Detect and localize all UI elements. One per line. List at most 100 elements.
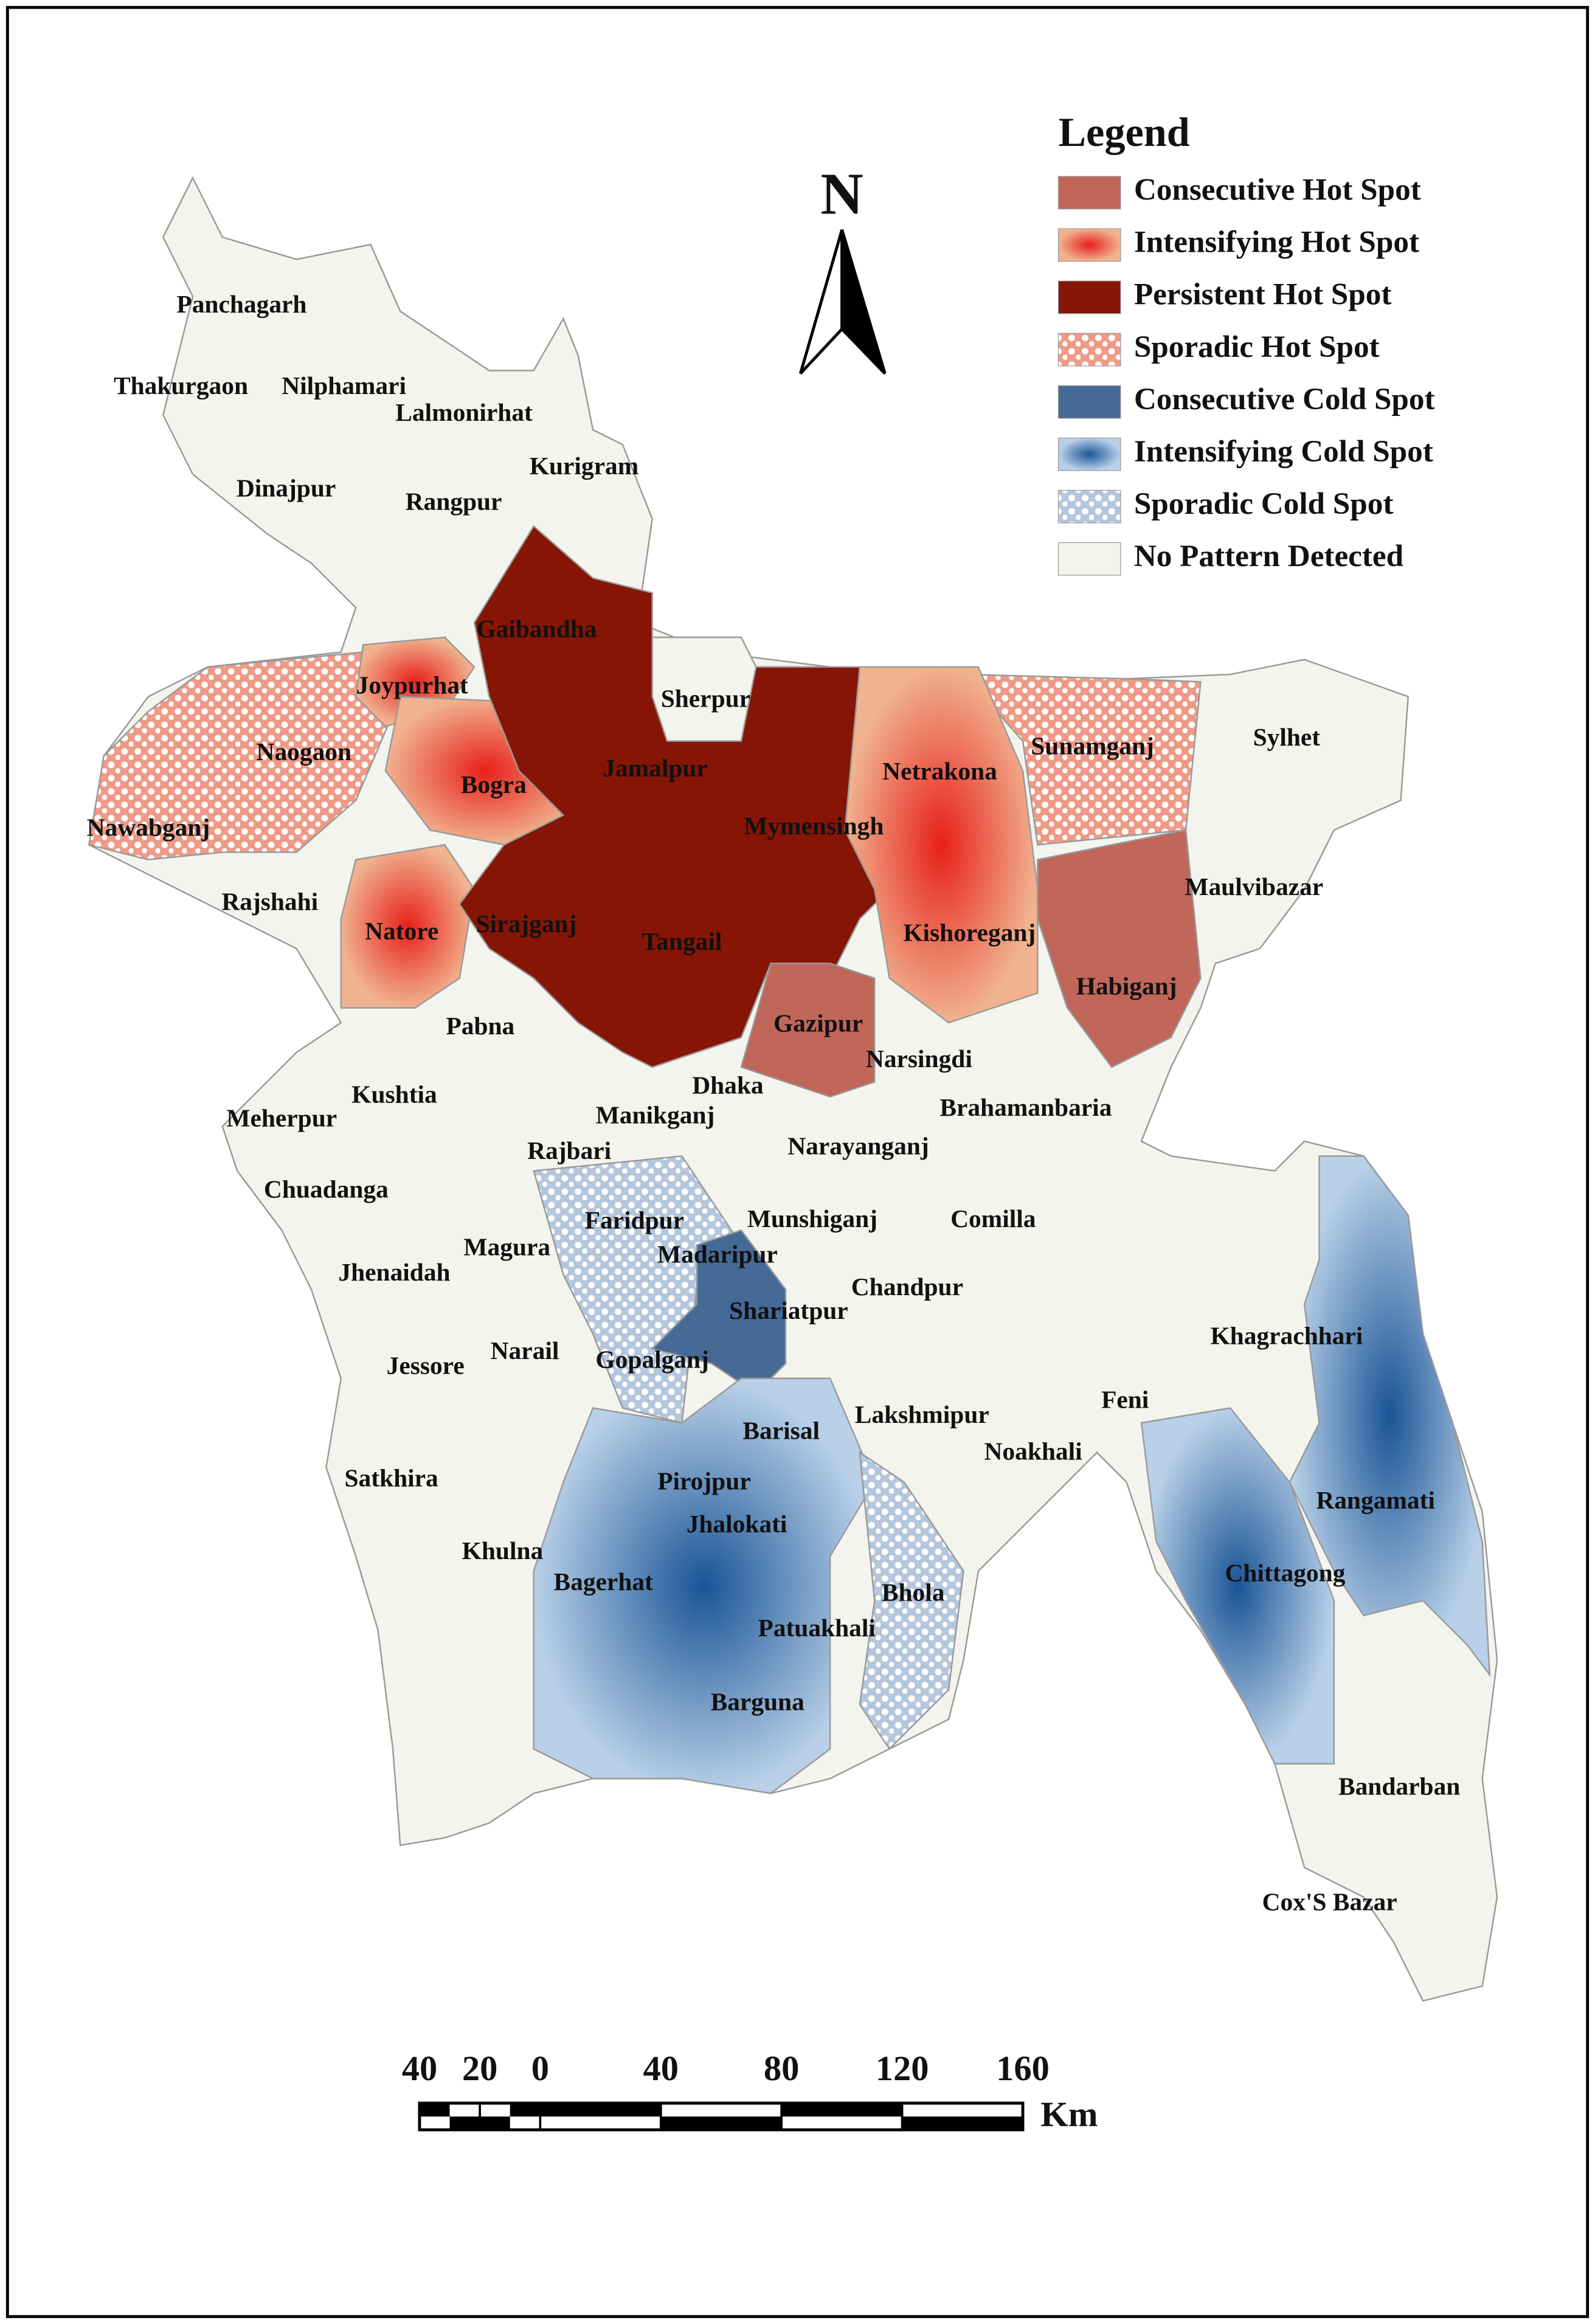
district-label: Narail bbox=[491, 1337, 559, 1364]
scale-label: 80 bbox=[764, 2049, 800, 2088]
legend-label: Consecutive Cold Spot bbox=[1134, 382, 1435, 417]
district-label: Lakshmipur bbox=[855, 1400, 989, 1428]
district-label: Brahamanbaria bbox=[939, 1093, 1112, 1121]
legend-swatch bbox=[1057, 489, 1121, 524]
district-label: Maulvibazar bbox=[1185, 873, 1323, 901]
district-label: Habiganj bbox=[1076, 972, 1177, 1000]
scale-segment bbox=[902, 2116, 1023, 2130]
district-label: Patuakhali bbox=[758, 1614, 876, 1642]
district-label: Jhalokati bbox=[687, 1510, 787, 1538]
region bbox=[533, 1377, 876, 1794]
district-label: Kurigram bbox=[530, 452, 638, 480]
scale-segment bbox=[781, 2103, 902, 2117]
scale-segment bbox=[540, 2103, 661, 2117]
district-label: Jamalpur bbox=[603, 754, 708, 782]
region bbox=[1140, 1407, 1335, 1765]
region bbox=[1289, 1155, 1491, 1678]
district-label: Munshiganj bbox=[747, 1205, 877, 1233]
legend-label: Sporadic Cold Spot bbox=[1134, 486, 1394, 521]
district-label: Rajshahi bbox=[221, 887, 318, 915]
district-label: Mymensingh bbox=[744, 812, 884, 840]
district-label: Natore bbox=[365, 917, 438, 945]
frame bbox=[5, 5, 1590, 2319]
district-label: Nilphamari bbox=[282, 372, 406, 399]
district-label: Naogaon bbox=[257, 738, 352, 766]
district-label: Barisal bbox=[742, 1417, 820, 1445]
district-label: Satkhira bbox=[345, 1464, 439, 1492]
region bbox=[859, 1451, 964, 1751]
district-label: Netrakona bbox=[882, 757, 997, 785]
district-label: Narsingdi bbox=[866, 1045, 972, 1073]
district-label: Thakurgaon bbox=[114, 372, 248, 399]
district-label: Cox'S Bazar bbox=[1262, 1888, 1397, 1916]
legend-title: Legend bbox=[1059, 109, 1190, 155]
district-label: Rangamati bbox=[1316, 1486, 1435, 1514]
legend-label: Sporadic Hot Spot bbox=[1134, 330, 1380, 364]
district-label: Feni bbox=[1101, 1385, 1149, 1413]
north-label: N bbox=[820, 161, 863, 227]
legend-label: Persistent Hot Spot bbox=[1134, 277, 1392, 312]
district-label: Tangail bbox=[642, 927, 722, 955]
legend-label: Consecutive Hot Spot bbox=[1134, 173, 1421, 207]
legend-swatch bbox=[1057, 437, 1121, 471]
district-label: Chittagong bbox=[1225, 1559, 1345, 1587]
scale-label: 40 bbox=[643, 2049, 679, 2088]
district-label: Lalmonirhat bbox=[395, 398, 533, 426]
district-label: Gopalganj bbox=[595, 1346, 708, 1374]
legend-swatch bbox=[1057, 228, 1121, 262]
district-label: Chandpur bbox=[851, 1273, 963, 1301]
district-label: Khagrachhari bbox=[1210, 1322, 1363, 1350]
district-label: Sylhet bbox=[1253, 723, 1321, 751]
legend-swatch bbox=[1057, 280, 1121, 314]
legend-swatch bbox=[1057, 176, 1121, 210]
scale-segment bbox=[480, 2116, 510, 2130]
legend-swatch bbox=[1057, 385, 1121, 419]
district-label: Dhaka bbox=[692, 1071, 764, 1099]
district-label: Gaibandha bbox=[476, 615, 597, 643]
scale-label: 0 bbox=[531, 2049, 549, 2088]
scale-label: 40 bbox=[402, 2049, 438, 2088]
district-label: Sirajganj bbox=[476, 910, 577, 938]
district-label: Bogra bbox=[461, 770, 527, 798]
district-label: Madaripur bbox=[657, 1240, 778, 1268]
region bbox=[1037, 829, 1202, 1068]
district-label: Jhenaidah bbox=[338, 1258, 450, 1286]
district-label: Panchagarh bbox=[176, 290, 306, 318]
region bbox=[740, 963, 876, 1098]
north-arrow bbox=[799, 229, 844, 375]
district-label: Bhola bbox=[882, 1578, 945, 1606]
scale-label: 20 bbox=[462, 2049, 498, 2088]
legend-swatch bbox=[1057, 542, 1121, 576]
district-label: Nawabganj bbox=[87, 814, 210, 842]
district-label: Barguna bbox=[711, 1688, 805, 1716]
district-label: Rajbari bbox=[527, 1136, 611, 1164]
district-label: Joypurhat bbox=[356, 671, 468, 699]
district-label: Dinajpur bbox=[237, 474, 336, 502]
region bbox=[844, 666, 1039, 1024]
scale-label: 160 bbox=[996, 2049, 1050, 2088]
district-label: Meherpur bbox=[226, 1104, 337, 1132]
legend-label: No Pattern Detected bbox=[1134, 539, 1403, 573]
region bbox=[340, 844, 476, 1009]
district-label: Sherpur bbox=[661, 684, 750, 712]
district-label: Narayanganj bbox=[787, 1132, 929, 1160]
district-label: Pabna bbox=[446, 1012, 514, 1040]
district-label: Comilla bbox=[950, 1205, 1036, 1233]
district-label: Noakhali bbox=[984, 1437, 1082, 1465]
district-label: Rangpur bbox=[406, 487, 502, 515]
district-label: Kishoreganj bbox=[903, 919, 1036, 947]
scale-segment bbox=[449, 2116, 480, 2130]
district-label: Khulna bbox=[462, 1537, 544, 1565]
region bbox=[651, 636, 757, 742]
scale-segment bbox=[660, 2116, 782, 2130]
district-label: Gazipur bbox=[773, 1009, 863, 1037]
district-label: Magura bbox=[463, 1233, 550, 1261]
district-label: Shariatpur bbox=[729, 1296, 848, 1324]
district-label: Kushtia bbox=[351, 1080, 437, 1108]
district-label: Jessore bbox=[387, 1351, 465, 1379]
district-label: Bagerhat bbox=[554, 1568, 654, 1596]
legend-label: Intensifying Cold Spot bbox=[1134, 434, 1433, 469]
scale-unit: Km bbox=[1040, 2095, 1098, 2134]
north-arrow bbox=[840, 229, 887, 375]
